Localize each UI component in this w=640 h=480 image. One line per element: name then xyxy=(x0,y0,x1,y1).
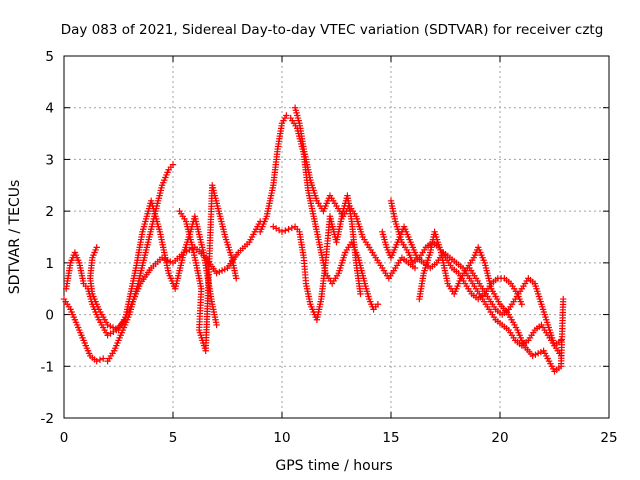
data-point xyxy=(93,357,100,365)
data-point xyxy=(518,301,525,308)
y-tick-label: 1 xyxy=(45,256,54,272)
plot-frame xyxy=(63,55,610,419)
data-point xyxy=(357,290,364,298)
interpolated-point xyxy=(96,356,104,364)
data-point xyxy=(169,161,177,168)
x-tick-label: 25 xyxy=(600,430,617,446)
data-points xyxy=(60,104,567,375)
interpolated-point xyxy=(288,224,296,232)
data-point xyxy=(100,355,107,362)
chart-title: Day 083 of 2021, Sidereal Day-to-day VTE… xyxy=(61,22,604,38)
data-point xyxy=(285,226,292,233)
y-tick-label: 5 xyxy=(45,49,54,65)
y-tick-label: -1 xyxy=(41,359,54,375)
y-tick-label: -2 xyxy=(41,411,54,427)
data-point xyxy=(278,228,286,236)
x-tick-label: 10 xyxy=(273,430,290,446)
data-point xyxy=(213,321,220,329)
y-axis-label: SDTVAR / TECUs xyxy=(7,180,23,295)
data-point xyxy=(283,112,290,119)
y-tick-label: 4 xyxy=(45,101,54,117)
x-tick-label: 0 xyxy=(60,430,69,446)
interpolated-point xyxy=(282,227,289,234)
x-tick-label: 15 xyxy=(382,430,399,446)
data-point xyxy=(411,264,419,272)
data-point xyxy=(233,275,240,282)
x-tick-label: 20 xyxy=(491,430,508,446)
y-tick-label: 0 xyxy=(45,308,54,324)
y-tick-label: 3 xyxy=(45,152,54,168)
y-tick-label: 2 xyxy=(45,204,54,220)
x-axis-label: GPS time / hours xyxy=(275,458,392,474)
x-tick-label: 5 xyxy=(169,430,178,446)
data-point xyxy=(374,301,382,308)
data-point xyxy=(560,295,567,303)
